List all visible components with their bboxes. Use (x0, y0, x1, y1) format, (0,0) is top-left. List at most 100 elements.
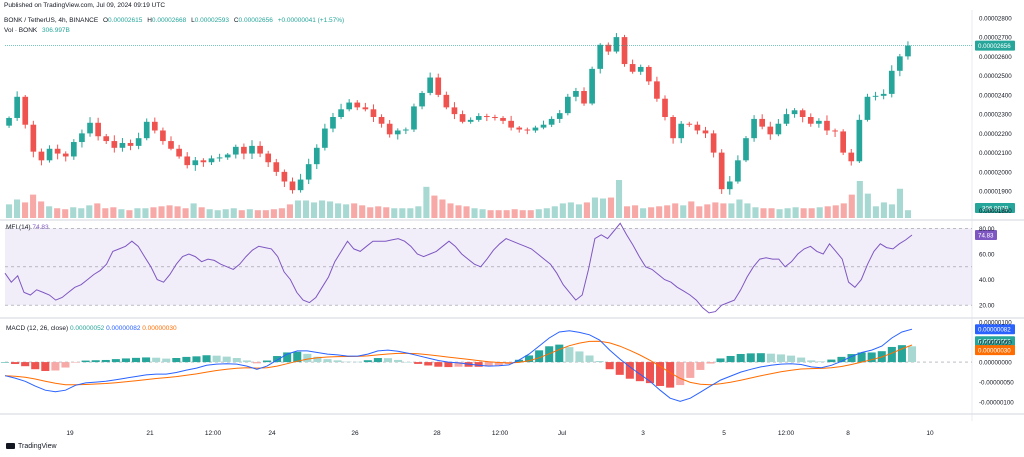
macd-legend-histogram: 0.00000052 (69, 325, 105, 332)
macd-histogram-bar (797, 357, 806, 363)
candle-body (856, 119, 863, 162)
macd-histogram-bar (313, 356, 322, 363)
volume-bar (359, 205, 366, 218)
candle-body (419, 92, 425, 107)
candle-body (38, 151, 45, 161)
price-tick-label: 0.00002300 (979, 112, 1012, 119)
macd-histogram-bar (91, 360, 100, 363)
candle-body (564, 96, 571, 114)
candle-body (864, 96, 871, 120)
candle-body (581, 91, 587, 104)
volume-bar (415, 206, 422, 218)
candle-body (686, 123, 693, 125)
volume-bar (848, 194, 855, 218)
candle-body (338, 109, 344, 117)
volume-bar (896, 188, 904, 218)
candle-body (330, 117, 336, 129)
volume-bar (543, 208, 550, 218)
candle-body (403, 129, 409, 131)
volume-bar (856, 180, 863, 218)
published-note: Published on TradingView.com, Jul 09, 20… (4, 2, 166, 9)
candle-body (694, 124, 701, 131)
volume-bar (624, 206, 631, 218)
candle-body (192, 160, 199, 166)
volume-bar (182, 208, 189, 218)
ohlc-open: O0.00002615 (102, 17, 143, 24)
macd-histogram-bar (454, 362, 463, 367)
time-axis-label: 28 (433, 430, 441, 437)
macd-histogram-bar (424, 362, 433, 366)
candle-body (281, 171, 288, 182)
candle-body (6, 117, 12, 126)
candle-body (427, 77, 433, 93)
volume-bar (5, 204, 13, 218)
candle-body (710, 133, 717, 153)
volume-bar (656, 206, 663, 218)
macd-tick-label: -0.00000100 (979, 400, 1014, 407)
volume-bar (455, 205, 462, 218)
candle-body (621, 37, 628, 65)
candle-body (880, 93, 887, 96)
macd-legend-macd: 0.00000082 (106, 325, 141, 332)
volume-bar (832, 205, 839, 218)
candle-body (346, 102, 353, 110)
macd-histogram-bar (494, 362, 503, 366)
volume-bar (519, 210, 526, 218)
macd-histogram-bar (887, 346, 896, 363)
macd-histogram-bar (383, 358, 392, 363)
candle-body (135, 138, 142, 146)
macd-histogram-bar (857, 352, 866, 363)
macd-histogram-bar (11, 362, 20, 365)
macd-histogram-bar (394, 359, 403, 363)
candle-body (241, 146, 247, 154)
candle-body (22, 96, 29, 125)
candle-body (87, 122, 93, 134)
volume-bar (142, 208, 149, 218)
volume-bar (752, 207, 759, 218)
macd-histogram-bar (595, 360, 604, 363)
candle-body (322, 128, 328, 148)
candle-body (249, 145, 255, 154)
mfi-value-label: 74.83 (978, 233, 994, 240)
volume-bar (351, 203, 358, 218)
macd-histogram-bar (585, 355, 594, 363)
volume-bar (487, 210, 494, 218)
time-axis-label: 26 (351, 430, 359, 437)
volume-bar (744, 203, 751, 218)
volume-bar (768, 208, 775, 218)
volume-bar (38, 201, 45, 218)
price-tick-label: 0.00002000 (979, 169, 1012, 176)
macd-histogram-bar (706, 362, 715, 364)
volume-bar (808, 208, 815, 218)
candle-body (459, 114, 466, 122)
macd-histogram-bar (484, 362, 493, 367)
time-axis-label: 21 (146, 430, 154, 437)
macd-histogram-bar (716, 358, 725, 363)
macd-histogram-bar (262, 360, 272, 363)
volume-bar (206, 209, 213, 218)
candle-body (508, 120, 514, 128)
volume-bar (567, 202, 574, 218)
macd-histogram-bar (726, 355, 735, 363)
candle-body (297, 179, 304, 191)
volume-bar (760, 208, 767, 218)
volume-bar (840, 203, 847, 218)
macd-histogram-bar (474, 362, 483, 367)
candle-body (475, 116, 482, 120)
volume-bar (238, 210, 245, 218)
macd-legend-signal: 0.00000030 (142, 325, 177, 332)
volume-bar (278, 208, 285, 218)
macd-histogram-bar (625, 362, 634, 379)
macd-histogram-bar (776, 354, 786, 363)
macd-histogram-bar (847, 354, 856, 363)
price-tick-label: 0.00002200 (979, 131, 1012, 138)
volume-bar (262, 210, 269, 218)
candle-body (516, 127, 523, 130)
candle-body (176, 148, 182, 157)
macd-histogram-bar (152, 357, 161, 363)
candle-body (759, 118, 766, 127)
candle-body (265, 153, 272, 163)
candle-body (257, 145, 263, 154)
volume-bar (343, 204, 350, 218)
